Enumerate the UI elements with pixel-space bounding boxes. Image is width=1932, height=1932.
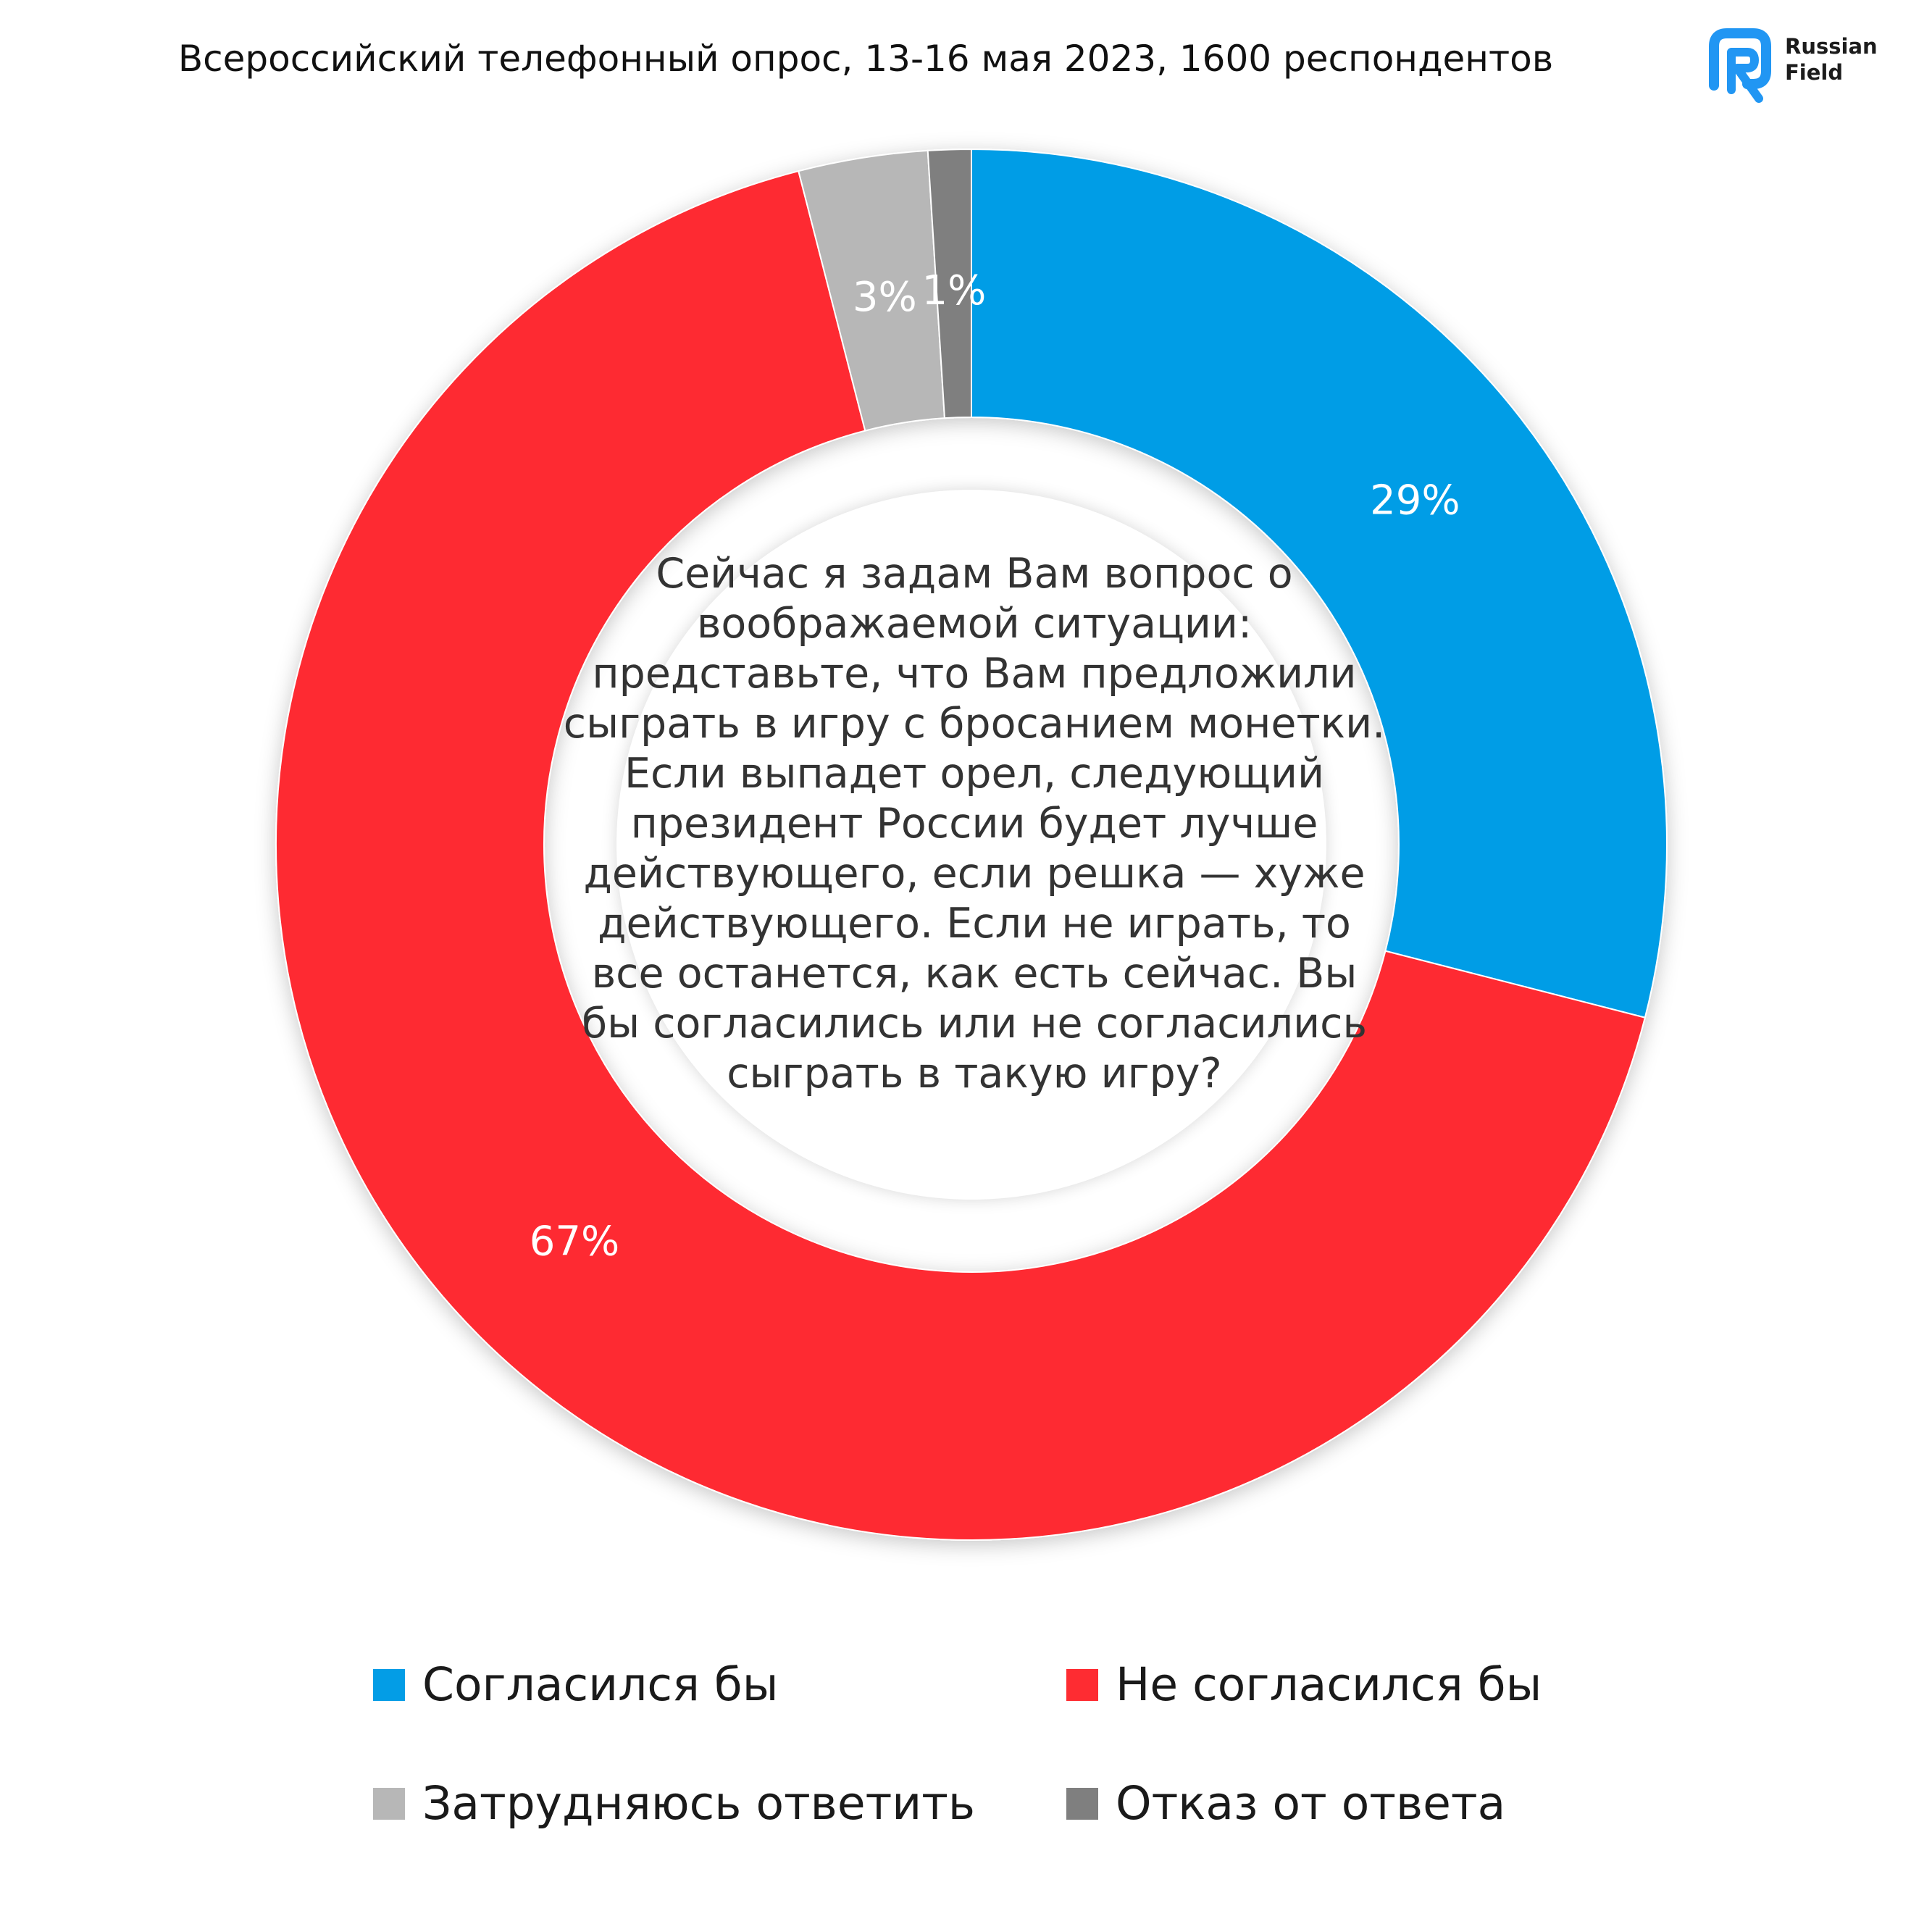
- slice-agree: [971, 148, 1668, 1019]
- legend-label-refused: Отказ от ответа: [1116, 1777, 1506, 1830]
- legend-swatch-undecided: [373, 1788, 405, 1820]
- donut-hole: [616, 490, 1326, 1200]
- legend-item-disagree: Не согласился бы: [1066, 1656, 1542, 1714]
- legend-swatch-disagree: [1066, 1669, 1098, 1701]
- logo-text-line1: Russian: [1785, 34, 1878, 59]
- donut-slices: [275, 148, 1668, 1541]
- slice-refused: [927, 148, 972, 419]
- slice-label-undecided: 3%: [853, 274, 917, 321]
- logo: Russian Field: [1704, 25, 1885, 104]
- donut-labels: 29% 67% 3% 1%: [530, 267, 1460, 1266]
- chart-subtitle: Всероссийский телефонный опрос, 13-16 ма…: [177, 38, 1554, 80]
- slice-label-agree: 29%: [1370, 477, 1460, 524]
- slice-disagree: [275, 170, 1647, 1541]
- legend-label-agree: Согласился бы: [422, 1658, 779, 1711]
- chart-question: Сейчас я задам Вам вопрос о воображаемой…: [563, 550, 1386, 1097]
- slice-label-disagree: 67%: [530, 1218, 619, 1266]
- legend-label-disagree: Не согласился бы: [1116, 1658, 1542, 1711]
- legend-item-agree: Согласился бы: [373, 1656, 779, 1714]
- legend-swatch-agree: [373, 1669, 405, 1701]
- legend-item-refused: Отказ от ответа: [1066, 1775, 1505, 1833]
- logo-text-line2: Field: [1785, 60, 1844, 85]
- legend-item-undecided: Затрудняюсь ответить: [373, 1775, 975, 1833]
- russian-field-logo-icon: [1709, 28, 1771, 103]
- slice-label-refused: 1%: [922, 267, 987, 314]
- legend-label-undecided: Затрудняюсь ответить: [422, 1777, 976, 1830]
- legend-swatch-refused: [1066, 1788, 1098, 1820]
